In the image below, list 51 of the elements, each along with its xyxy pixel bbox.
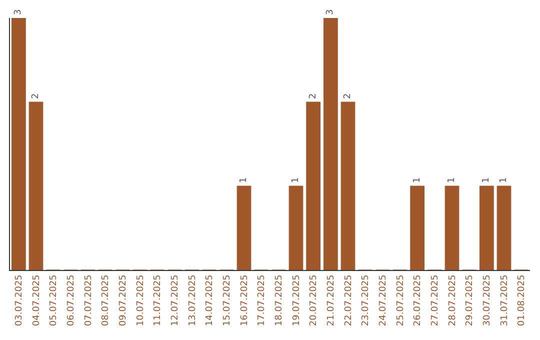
data-label: 2 <box>31 93 41 99</box>
data-label: 1 <box>239 177 249 183</box>
bar <box>306 102 321 270</box>
x-tick-label: 03.07.2025 <box>14 274 25 326</box>
x-tick-label: 25.07.2025 <box>396 274 406 326</box>
x-tick-label: 22.07.2025 <box>344 274 354 326</box>
bar <box>479 186 494 270</box>
bar <box>340 102 356 270</box>
bar <box>323 18 338 270</box>
x-tick-label: 14.07.2025 <box>205 274 216 326</box>
bar <box>444 186 460 270</box>
x-tick-label: 17.07.2025 <box>257 274 268 326</box>
data-label: 2 <box>343 93 353 99</box>
x-tick-label: 31.07.2025 <box>500 274 510 326</box>
x-tick-label: 21.07.2025 <box>326 274 337 326</box>
x-tick-label: 09.07.2025 <box>118 274 129 326</box>
x-tick-label: 12.07.2025 <box>170 274 181 326</box>
data-label: 1 <box>291 177 301 183</box>
x-tick-label: 27.07.2025 <box>430 274 441 326</box>
bar <box>410 186 425 270</box>
x-tick-label: 28.07.2025 <box>448 274 458 326</box>
data-label: 1 <box>499 177 509 183</box>
x-tick-label: 23.07.2025 <box>361 274 372 326</box>
x-tick-label: 07.07.2025 <box>84 274 94 326</box>
x-tick-label: 04.07.2025 <box>32 274 42 326</box>
x-tick-label: 11.07.2025 <box>153 274 164 326</box>
bar <box>288 186 304 270</box>
data-label: 3 <box>326 9 336 15</box>
x-tick-label: 05.07.2025 <box>49 274 60 326</box>
x-tick-label: 16.07.2025 <box>240 274 250 326</box>
bar <box>236 186 252 270</box>
bar <box>28 102 44 270</box>
x-tick-label: 24.07.2025 <box>378 274 389 326</box>
x-tick-label: 10.07.2025 <box>136 274 146 326</box>
x-tick-label: 13.07.2025 <box>188 274 198 326</box>
x-tick-label: 20.07.2025 <box>309 274 320 326</box>
x-tick-label: 19.07.2025 <box>292 274 302 326</box>
bar <box>496 186 512 270</box>
x-tick-label: 06.07.2025 <box>66 274 77 326</box>
x-tick-label: 15.07.2025 <box>222 274 233 326</box>
data-label: 3 <box>14 9 24 15</box>
data-label: 2 <box>308 93 318 99</box>
x-tick-label: 26.07.2025 <box>413 274 424 326</box>
x-tick-label: 29.07.2025 <box>465 274 476 326</box>
data-label: 1 <box>412 177 422 183</box>
x-tick-label: 08.07.2025 <box>101 274 112 326</box>
x-tick-label: 18.07.2025 <box>274 274 285 326</box>
x-tick-label: 30.07.2025 <box>482 274 493 326</box>
data-label: 1 <box>482 177 492 183</box>
x-tick-label: 01.08.2025 <box>517 274 528 326</box>
data-label: 1 <box>447 177 457 183</box>
